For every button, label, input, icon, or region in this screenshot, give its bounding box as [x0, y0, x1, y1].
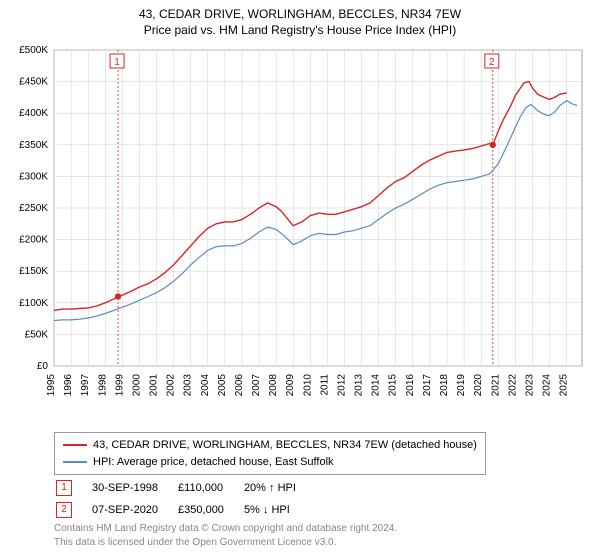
svg-text:1998: 1998 [97, 374, 108, 397]
svg-text:2007: 2007 [251, 374, 262, 397]
txn-date: 07-SEP-2020 [92, 500, 176, 520]
svg-text:2023: 2023 [524, 374, 535, 397]
svg-text:2013: 2013 [354, 374, 365, 397]
svg-text:2002: 2002 [166, 374, 177, 397]
svg-text:£0: £0 [37, 361, 49, 372]
svg-text:1997: 1997 [80, 374, 91, 397]
svg-text:£300K: £300K [19, 171, 48, 182]
svg-text:£200K: £200K [19, 235, 48, 246]
svg-text:2022: 2022 [507, 374, 518, 397]
svg-text:£100K: £100K [19, 298, 48, 309]
svg-text:1996: 1996 [63, 374, 74, 397]
svg-text:2011: 2011 [319, 374, 330, 396]
footer-line: Contains HM Land Registry data © Crown c… [54, 522, 397, 536]
svg-text:2024: 2024 [542, 374, 553, 397]
footer-line: This data is licensed under the Open Gov… [54, 536, 397, 550]
legend-swatch-1 [63, 444, 87, 446]
svg-text:2020: 2020 [473, 374, 484, 397]
legend-label-1: 43, CEDAR DRIVE, WORLINGHAM, BECCLES, NR… [93, 437, 477, 454]
legend-swatch-2 [63, 461, 87, 463]
svg-text:£450K: £450K [19, 77, 48, 88]
price-chart: £0 £50K £100K £150K £200K £250K £300K £350K £400… [0, 44, 600, 424]
table-row: 2 07-SEP-2020 £350,000 5% ↓ HPI [56, 500, 314, 520]
svg-text:2004: 2004 [200, 374, 211, 397]
svg-text:2018: 2018 [439, 374, 450, 397]
marker-badge: 1 [56, 480, 72, 496]
svg-text:2016: 2016 [405, 374, 416, 397]
svg-text:2006: 2006 [234, 374, 245, 397]
svg-text:2012: 2012 [336, 374, 347, 397]
svg-text:2025: 2025 [559, 374, 570, 397]
svg-text:£50K: £50K [25, 329, 49, 340]
marker-badge: 2 [56, 502, 72, 518]
svg-text:2001: 2001 [149, 374, 160, 397]
svg-text:2015: 2015 [388, 374, 399, 397]
txn-price: £110,000 [178, 478, 242, 498]
svg-text:£400K: £400K [19, 108, 48, 119]
transaction-table: 1 30-SEP-1998 £110,000 20% ↑ HPI 2 07-SE… [54, 476, 316, 522]
page-subtitle: Price paid vs. HM Land Registry's House … [0, 22, 600, 38]
legend: 43, CEDAR DRIVE, WORLINGHAM, BECCLES, NR… [54, 432, 486, 475]
legend-label-2: HPI: Average price, detached house, East… [93, 454, 334, 471]
txn-delta: 20% ↑ HPI [244, 478, 314, 498]
svg-text:2005: 2005 [217, 374, 228, 397]
svg-text:2017: 2017 [422, 374, 433, 397]
txn-date: 30-SEP-1998 [92, 478, 176, 498]
svg-text:2003: 2003 [183, 374, 194, 397]
page-title: 43, CEDAR DRIVE, WORLINGHAM, BECCLES, NR… [0, 6, 600, 22]
svg-text:2008: 2008 [268, 374, 279, 397]
svg-text:2019: 2019 [456, 374, 467, 397]
svg-text:1: 1 [114, 57, 120, 68]
svg-text:£500K: £500K [19, 45, 48, 56]
svg-text:2: 2 [489, 57, 495, 68]
svg-text:£350K: £350K [19, 140, 48, 151]
svg-text:2000: 2000 [131, 374, 142, 397]
svg-text:£150K: £150K [19, 266, 48, 277]
svg-text:1995: 1995 [46, 374, 57, 397]
svg-text:£250K: £250K [19, 203, 48, 214]
svg-text:1999: 1999 [114, 374, 125, 397]
svg-text:2010: 2010 [302, 374, 313, 397]
txn-delta: 5% ↓ HPI [244, 500, 314, 520]
svg-text:2014: 2014 [371, 374, 382, 397]
txn-price: £350,000 [178, 500, 242, 520]
footer: Contains HM Land Registry data © Crown c… [54, 522, 397, 549]
svg-text:2009: 2009 [285, 374, 296, 397]
svg-text:2021: 2021 [490, 374, 501, 397]
table-row: 1 30-SEP-1998 £110,000 20% ↑ HPI [56, 478, 314, 498]
